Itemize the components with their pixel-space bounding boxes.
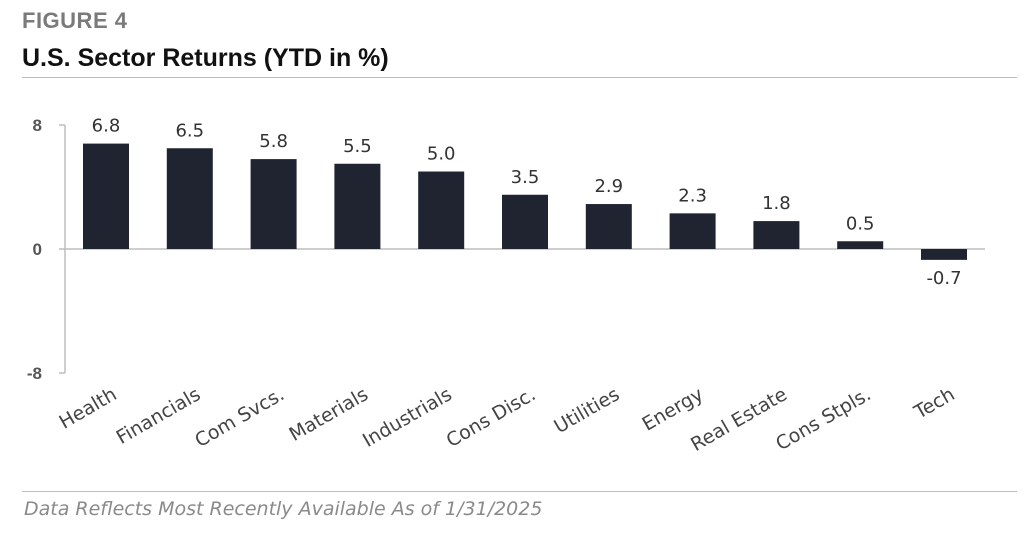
- title-divider: [22, 77, 1017, 78]
- category-label: Health: [55, 383, 120, 433]
- data-label: 3.5: [511, 167, 540, 188]
- bar: [837, 241, 884, 249]
- bar: [669, 213, 716, 249]
- figure-label: FIGURE 4: [22, 8, 128, 33]
- chart-bars: [83, 143, 967, 260]
- bar: [83, 143, 129, 249]
- bar: [502, 194, 548, 249]
- bar-chart: 80-8 6.8 6.55.8 5.5 5.03.5 2.9 2.3 1.80.5-0.7 …: [27, 116, 985, 456]
- data-label: 5.5: [343, 136, 372, 157]
- data-label: 0.5: [846, 213, 875, 234]
- data-label: 6.8: [92, 116, 121, 137]
- data-label: 1.8: [762, 193, 791, 214]
- data-label: 2.9: [594, 176, 623, 197]
- y-tick-label: 0: [33, 240, 42, 259]
- data-label: -0.7: [926, 268, 961, 289]
- category-label: Financials: [113, 383, 205, 449]
- category-label: Industrials: [359, 383, 456, 452]
- bar: [166, 148, 213, 249]
- category-label: Energy: [638, 383, 707, 435]
- data-label: 6.5: [175, 120, 204, 141]
- footnote: Data Reflects Most Recently Available As…: [24, 498, 543, 520]
- y-tick-label: 8: [33, 116, 42, 135]
- y-tick-labels: 8 0 -8: [27, 116, 42, 383]
- category-label: Utilities: [550, 383, 623, 438]
- category-label: Tech: [910, 383, 959, 424]
- bar: [334, 163, 381, 249]
- footer-divider: [22, 491, 1017, 492]
- data-label: 5.0: [427, 144, 456, 165]
- bar: [585, 204, 632, 249]
- bar: [921, 249, 967, 260]
- chart-title: U.S. Sector Returns (YTD in %): [22, 44, 389, 72]
- category-label: Materials: [285, 383, 371, 446]
- data-label: 5.8: [259, 131, 288, 152]
- category-label: Cons Stpls.: [772, 383, 875, 455]
- bar: [418, 171, 465, 249]
- category-label: Cons Disc.: [443, 383, 540, 452]
- category-label: Real Estate: [687, 383, 791, 456]
- data-labels: 6.8 6.5 5.8 5.5 5.0 3.5 2.9 2.3 1.8 0.5 -0.7: [92, 116, 962, 289]
- bar: [250, 159, 297, 249]
- data-label: 2.3: [678, 185, 707, 206]
- y-tick-label: -8: [27, 364, 42, 383]
- bar: [753, 221, 800, 249]
- category-label: Com Svcs.: [191, 383, 288, 452]
